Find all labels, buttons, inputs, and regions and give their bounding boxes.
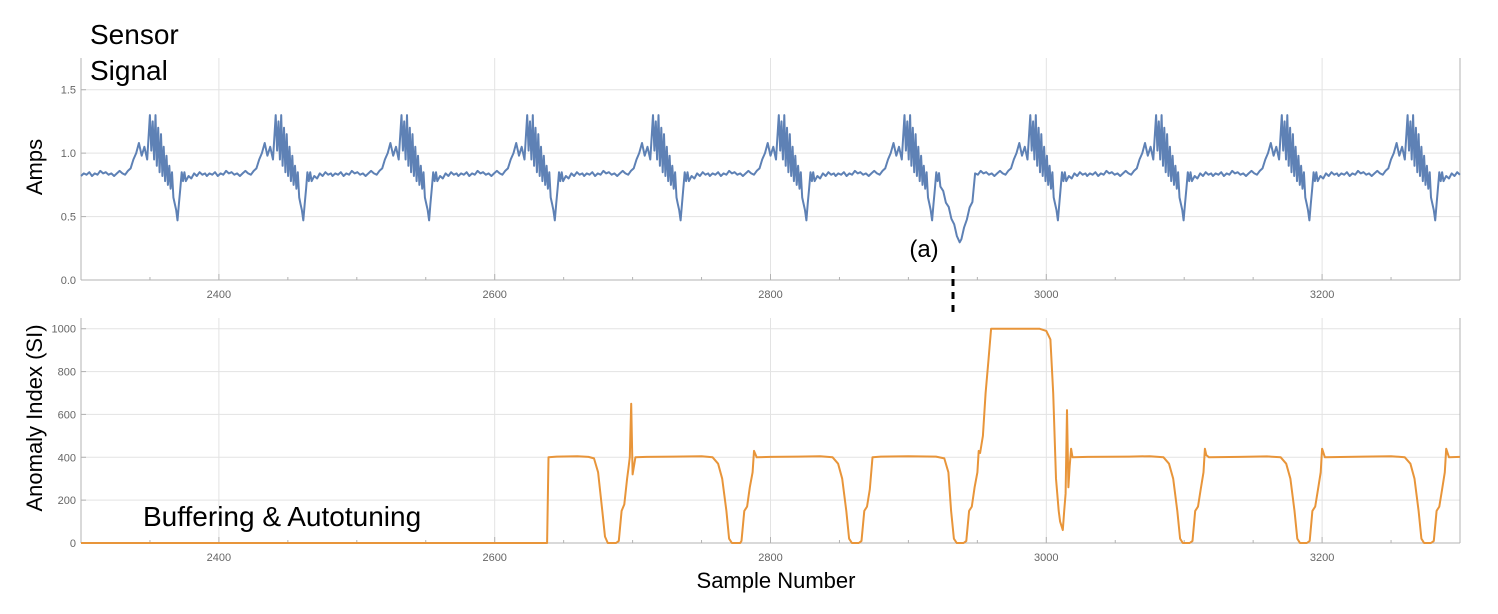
top-xtick-label: 2400	[207, 289, 231, 301]
top-series-line	[80, 114, 1461, 244]
bottom-ytick-label: 800	[58, 367, 76, 379]
top-xtick-label: 3000	[1034, 289, 1058, 301]
bottom-ylabel: Anomaly Index (SI)	[22, 324, 47, 511]
anomaly-a-annotation: (a)	[909, 236, 938, 263]
top-ylabel: Amps	[22, 139, 47, 195]
anomaly-index-panel: 0 200 400 600 800 1000 2400 2600 2800 3000 3200	[52, 318, 1461, 564]
bottom-xtick-label: 3000	[1034, 552, 1058, 564]
bottom-ytick-label: 0	[70, 538, 76, 550]
bottom-series-line	[81, 327, 1461, 544]
sensor-title-line2: Signal	[90, 55, 168, 86]
bottom-xtick-label: 2600	[482, 552, 506, 564]
top-xtick-label: 2800	[758, 289, 782, 301]
top-xtick-label: 3200	[1310, 289, 1334, 301]
bottom-ytick-label: 400	[58, 452, 76, 464]
top-ytick-label: 0.5	[61, 212, 76, 224]
bottom-xtick-label: 2800	[758, 552, 782, 564]
bottom-ytick-label: 200	[58, 495, 76, 507]
top-ytick-label: 0.0	[61, 275, 76, 287]
bottom-ytick-label: 1000	[52, 324, 76, 336]
top-ytick-label: 1.0	[61, 148, 76, 160]
top-ytick-label: 1.5	[61, 85, 76, 97]
bottom-xtick-label: 2400	[207, 552, 231, 564]
bottom-xtick-label: 3200	[1310, 552, 1334, 564]
top-xtick-label: 2600	[482, 289, 506, 301]
x-axis-label: Sample Number	[697, 568, 856, 593]
sensor-title-line1: Sensor	[90, 19, 179, 50]
buffering-annotation: Buffering & Autotuning	[143, 501, 421, 532]
sensor-signal-panel: 0.0 0.5 1.0 1.5 2400 2600 2800 3000 3200	[61, 58, 1461, 301]
bottom-ytick-label: 600	[58, 409, 76, 421]
